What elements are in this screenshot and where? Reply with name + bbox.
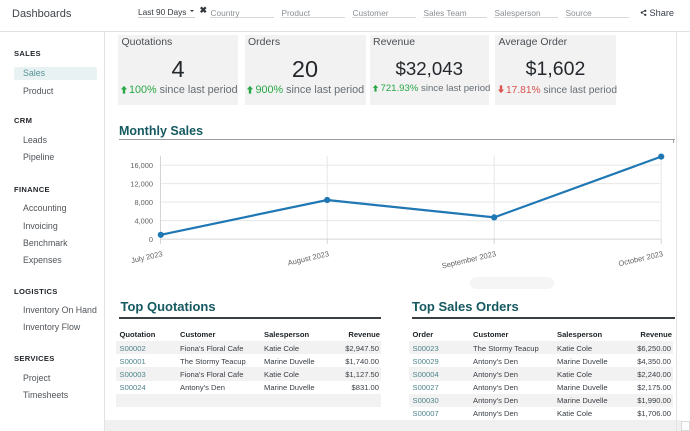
svg-text:0: 0 xyxy=(149,235,153,244)
svg-text:September 2023: September 2023 xyxy=(441,249,497,270)
svg-text:12,000: 12,000 xyxy=(130,179,153,188)
svg-text:4,000: 4,000 xyxy=(135,216,154,225)
svg-text:16,000: 16,000 xyxy=(130,161,153,170)
svg-text:8,000: 8,000 xyxy=(135,198,154,207)
svg-text:July 2023: July 2023 xyxy=(130,249,163,265)
svg-text:August 2023: August 2023 xyxy=(287,249,330,267)
svg-text:October 2023: October 2023 xyxy=(618,249,664,268)
